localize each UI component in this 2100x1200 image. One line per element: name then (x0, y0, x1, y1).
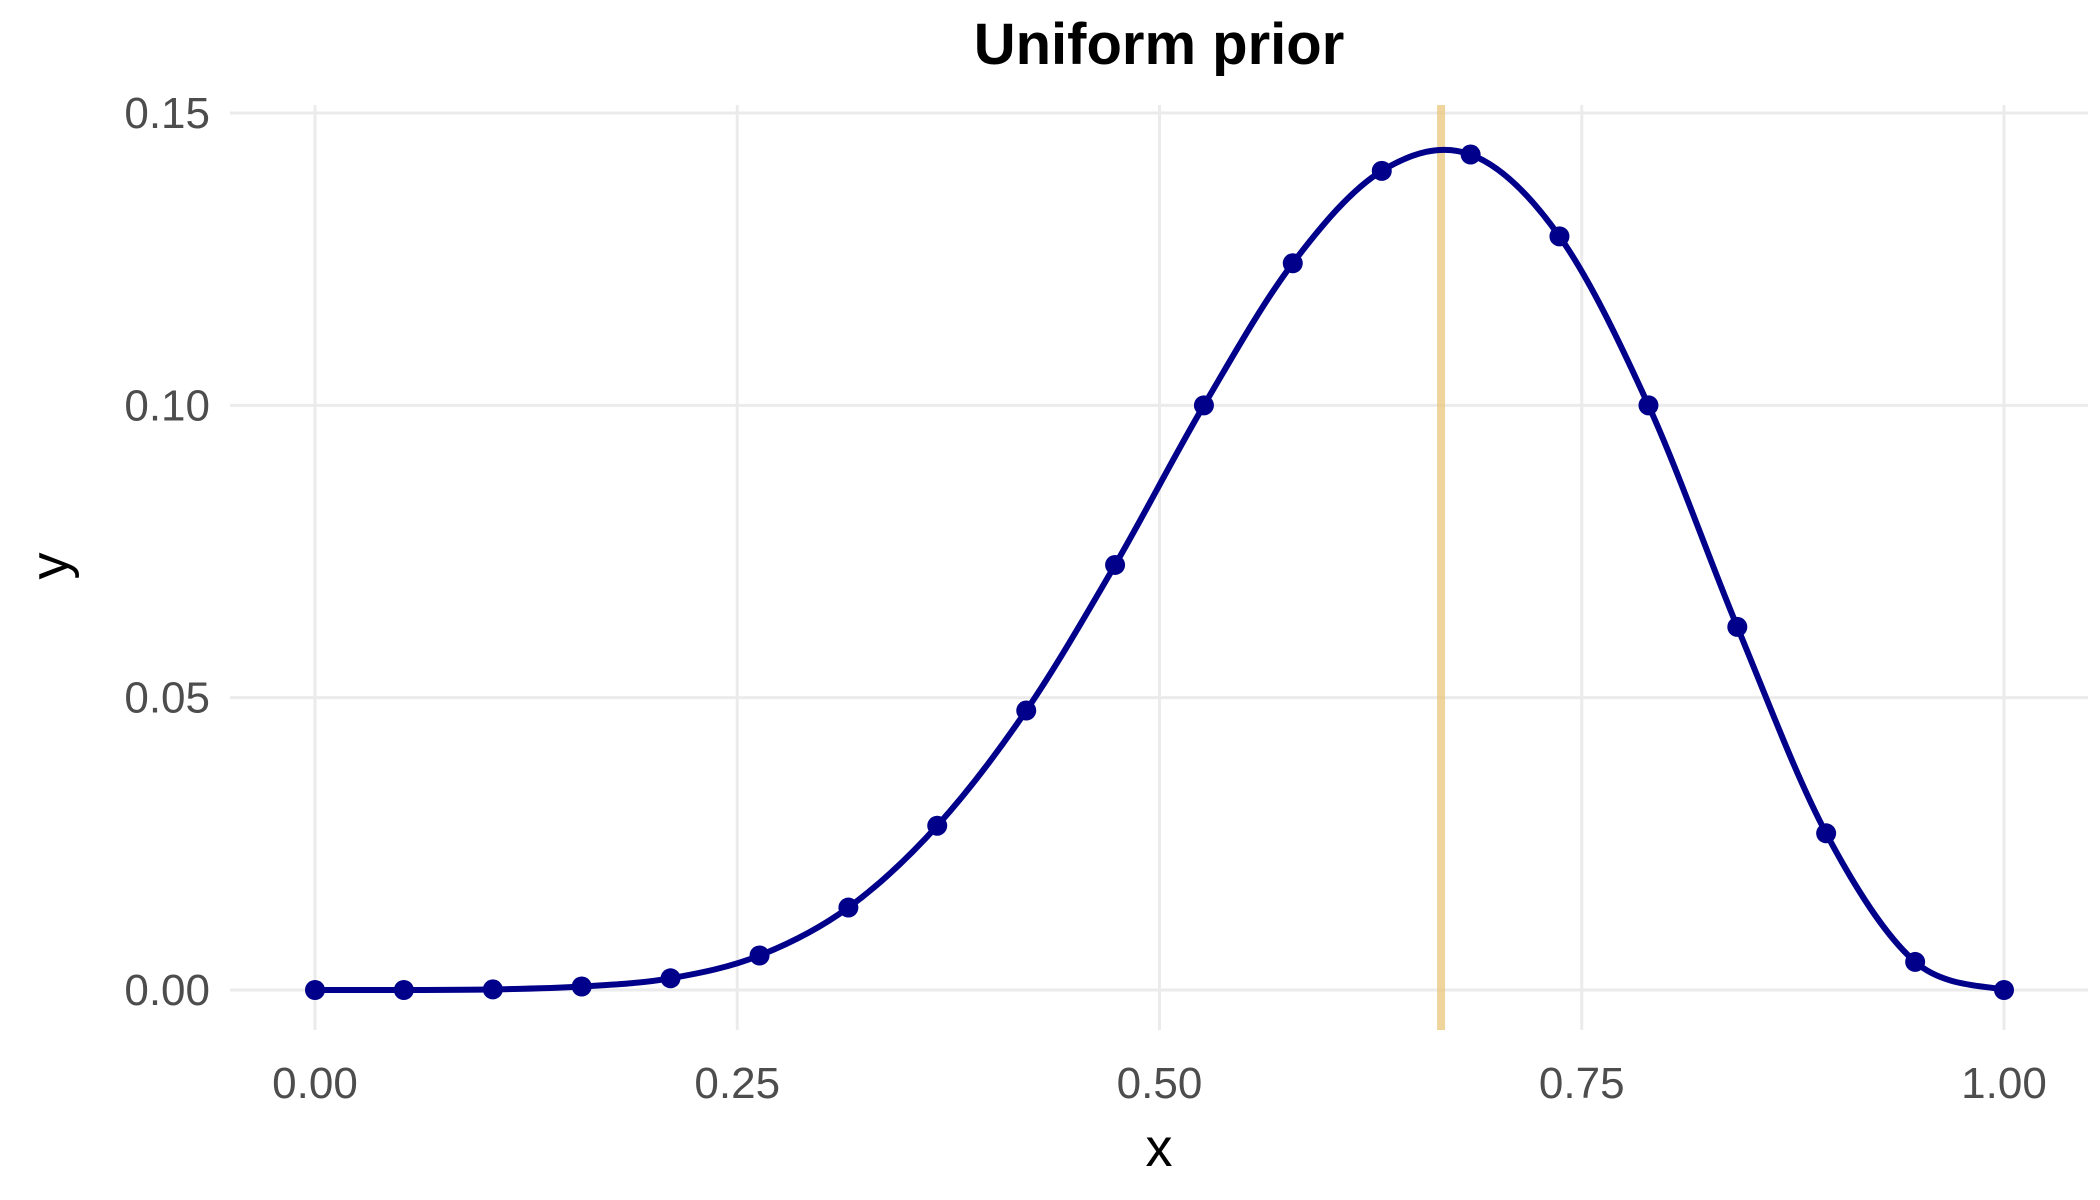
series (305, 144, 2014, 1000)
data-point (1549, 226, 1570, 247)
data-point (1905, 951, 1926, 972)
data-point (927, 815, 948, 836)
y-axis-title: y (20, 553, 80, 580)
data-point (838, 897, 859, 918)
x-tick-label: 1.00 (1961, 1059, 2047, 1108)
y-tick-label: 0.00 (124, 966, 210, 1015)
data-point (1371, 160, 1392, 181)
data-point (1193, 395, 1214, 416)
data-point (482, 979, 503, 1000)
y-tick-label: 0.10 (124, 381, 210, 430)
data-point (393, 980, 414, 1000)
data-point (1016, 700, 1037, 721)
x-axis-title: x (1146, 1118, 1173, 1178)
data-point (571, 976, 592, 997)
data-point (305, 980, 325, 1000)
chart-title: Uniform prior (974, 12, 1345, 77)
x-axis-ticks: 0.00 0.25 0.50 0.75 1.00 (272, 1059, 2047, 1108)
y-tick-label: 0.15 (124, 89, 210, 138)
x-tick-label: 0.00 (272, 1059, 358, 1108)
data-point (1282, 253, 1303, 274)
x-tick-label: 0.75 (1539, 1059, 1625, 1108)
data-point (1727, 616, 1748, 637)
data-point (1994, 980, 2014, 1000)
x-tick-label: 0.50 (1117, 1059, 1203, 1108)
data-point (1638, 395, 1659, 416)
data-point (749, 945, 770, 966)
data-point (1105, 554, 1126, 575)
y-tick-label: 0.05 (124, 674, 210, 723)
data-point (660, 968, 681, 989)
y-axis-ticks: 0.00 0.05 0.10 0.15 (124, 89, 210, 1015)
x-tick-label: 0.25 (694, 1059, 780, 1108)
data-point (1460, 144, 1481, 165)
data-point (1816, 823, 1837, 844)
grid (230, 105, 2088, 1030)
